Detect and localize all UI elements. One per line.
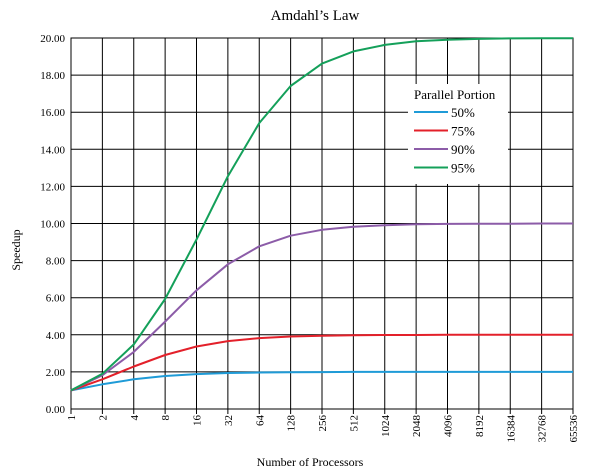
x-tick-label: 8	[160, 415, 172, 421]
x-tick-label: 1024	[380, 415, 392, 438]
x-tick-label: 1	[66, 415, 78, 421]
x-tick-label: 8192	[474, 415, 486, 437]
x-tick-label: 16	[192, 415, 204, 427]
y-tick-label: 4.00	[46, 330, 66, 342]
series-line-95-percent	[70, 37, 573, 392]
series-line-90-percent	[70, 222, 573, 392]
x-tick-label: 65536	[568, 415, 580, 443]
y-tick-labels: 0.00 2.00 4.00 6.00 8.00 10.00 12.00 14.00 16.00…	[40, 33, 65, 416]
x-axis-label: Number of Processors	[257, 455, 364, 469]
x-tick-label: 256	[317, 415, 329, 432]
x-tick-label: 32	[223, 415, 235, 426]
x-tick-label: 4	[129, 415, 141, 421]
x-tick-label: 32768	[537, 415, 549, 443]
series-line-50-percent	[70, 370, 573, 392]
x-tick-label: 128	[286, 415, 298, 432]
y-tick-label: 14.00	[40, 144, 65, 156]
y-tick-label: 10.00	[40, 219, 65, 231]
series-line-75-percent	[70, 333, 573, 392]
legend-item-label: 50%	[451, 105, 475, 120]
y-tick-label: 2.00	[46, 367, 66, 379]
x-tick-label: 4096	[443, 415, 455, 438]
x-tick-label: 2048	[411, 415, 423, 438]
x-tick-label: 2	[97, 415, 109, 421]
chart-title: Amdahl’s Law	[271, 8, 360, 24]
legend-title: Parallel Portion	[414, 87, 496, 102]
legend-item-label: 95%	[451, 161, 475, 176]
x-tick-label: 16384	[505, 415, 517, 443]
legend-item-label: 75%	[451, 124, 475, 139]
legend: Parallel Portion 50% 75% 90% 95%	[408, 84, 508, 184]
y-tick-label: 6.00	[46, 293, 66, 305]
y-tick-label: 12.00	[40, 181, 65, 193]
x-tick-label: 64	[254, 415, 266, 427]
y-tick-label: 0.00	[46, 404, 66, 416]
x-tick-labels: 1 2 4 8 16 32 64 128 256 512 1024 2048 4096 8192 16384…	[66, 415, 580, 443]
legend-item-label: 90%	[451, 142, 475, 157]
x-tick-label: 512	[348, 415, 360, 432]
y-tick-label: 20.00	[40, 33, 65, 45]
legend-items: 50% 75% 90% 95%	[414, 105, 475, 176]
series-lines	[70, 37, 573, 392]
y-axis-label: Speedup	[9, 229, 23, 270]
y-tick-label: 18.00	[40, 70, 65, 82]
y-tick-label: 8.00	[46, 256, 66, 268]
y-tick-label: 16.00	[40, 107, 65, 119]
